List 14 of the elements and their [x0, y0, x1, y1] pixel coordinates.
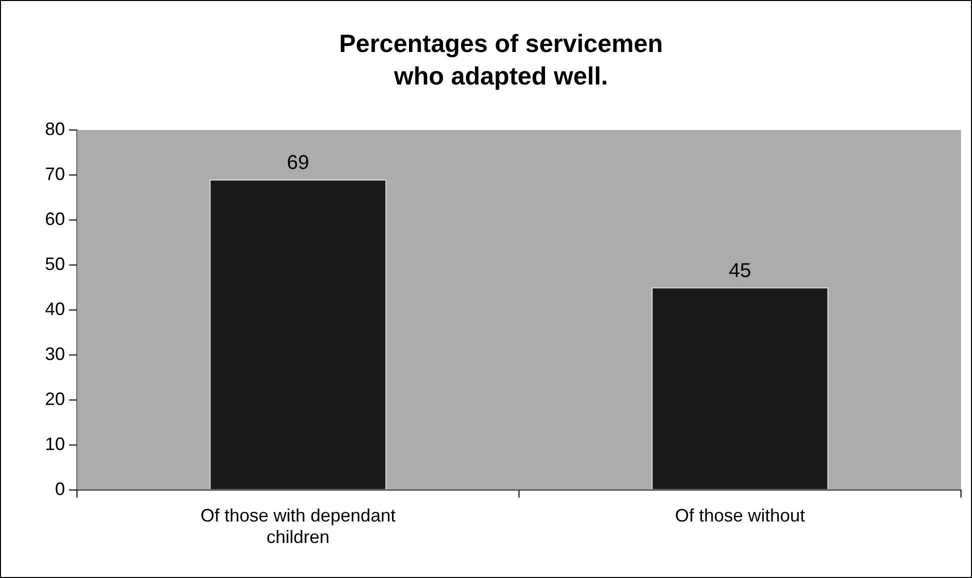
y-tick-label: 70 [44, 164, 66, 184]
y-tick-label: 0 [55, 478, 66, 499]
y-tick-label: 10 [44, 434, 66, 454]
x-tick-label: Of those without [674, 506, 806, 526]
y-tick-label: 50 [44, 254, 66, 274]
y-tick-label: 80 [44, 118, 66, 139]
y-tick-label: 60 [44, 208, 66, 229]
chart-title: Percentages of servicemen who adapted well. [339, 30, 663, 91]
data-label: 45 [728, 260, 752, 282]
y-tick-label: 20 [44, 388, 66, 409]
data-label: 69 [286, 152, 310, 174]
y-tick-label: 30 [44, 344, 66, 364]
y-tick-label: 40 [44, 298, 66, 319]
x-tick-label: Of those with dependant children [200, 506, 396, 548]
